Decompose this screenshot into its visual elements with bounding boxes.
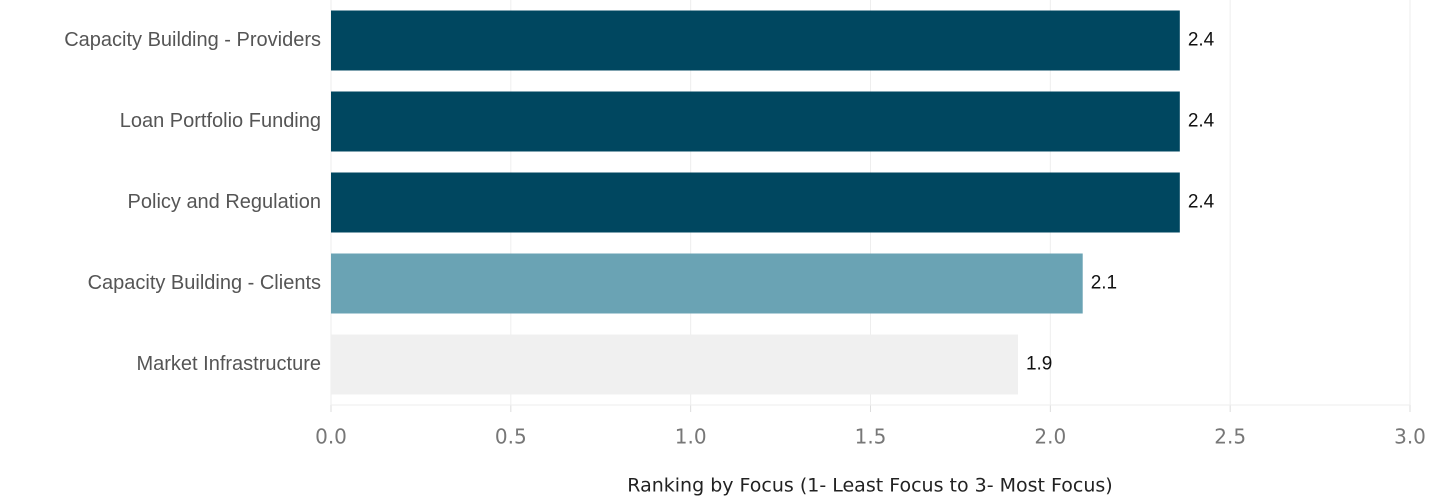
bar (331, 172, 1180, 233)
x-axis-title: Ranking by Focus (1- Least Focus to 3- M… (627, 475, 1112, 497)
data-label: 2.4 (1188, 192, 1215, 213)
bar (331, 91, 1180, 152)
data-label: 2.4 (1188, 111, 1215, 132)
y-tick-label: Capacity Building - Clients (88, 272, 321, 294)
bar (331, 10, 1180, 71)
x-tick-label: 3.0 (1394, 425, 1426, 449)
x-tick-label: 1.0 (675, 425, 707, 449)
y-tick-label: Capacity Building - Providers (64, 29, 321, 51)
bar (331, 334, 1018, 395)
data-label: 2.1 (1091, 273, 1117, 294)
x-tick-label: 1.5 (855, 425, 887, 449)
x-tick-label: 2.5 (1214, 425, 1246, 449)
y-tick-label: Loan Portfolio Funding (120, 110, 321, 132)
bar (331, 253, 1083, 314)
data-label: 1.9 (1026, 354, 1052, 375)
y-tick-label: Market Infrastructure (136, 353, 321, 375)
data-label: 2.4 (1188, 30, 1215, 51)
x-tick-label: 0.5 (495, 425, 527, 449)
x-tick-label: 2.0 (1034, 425, 1066, 449)
y-tick-label: Policy and Regulation (128, 191, 321, 213)
x-tick-label: 0.0 (315, 425, 347, 449)
